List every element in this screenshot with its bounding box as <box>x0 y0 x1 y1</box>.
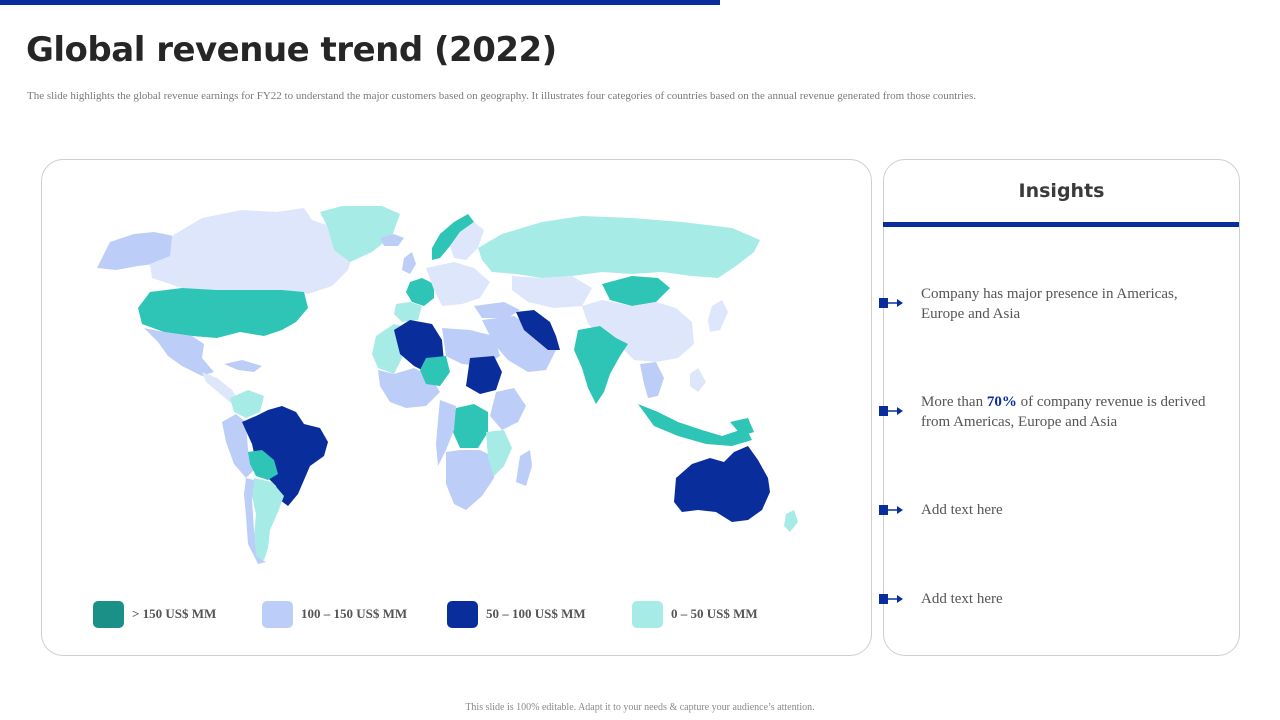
map-region-alaska <box>97 232 174 270</box>
legend-label: > 150 US$ MM <box>132 606 217 621</box>
insights-divider <box>883 222 1239 227</box>
page-title: Global revenue trend (2022) <box>26 30 557 70</box>
arrow-bullet-icon <box>879 505 903 515</box>
insight-text: More than 70% of company revenue is deri… <box>921 392 1211 432</box>
map-region-new-zealand <box>784 510 798 532</box>
world-map <box>97 206 798 564</box>
map-region-caribbean <box>224 360 262 372</box>
map-region-france <box>406 278 434 306</box>
insight-text: Add text here <box>921 591 1003 607</box>
map-region-usa <box>138 288 308 338</box>
map-region-nigeria <box>420 356 450 386</box>
map-region-iceland <box>380 234 404 246</box>
map-region-chile <box>244 478 266 564</box>
map-region-papua <box>730 418 754 436</box>
map-panel: > 150 US$ MM 100 – 150 US$ MM 50 – 100 U… <box>41 159 872 656</box>
legend-label: 50 – 100 US$ MM <box>486 606 586 621</box>
arrow-bullet-icon <box>879 594 903 604</box>
insight-text: Add text here <box>921 502 1003 518</box>
map-region-sudan <box>466 356 502 394</box>
map-region-greenland <box>320 206 400 262</box>
arrow-bullet-icon <box>879 298 903 308</box>
map-region-india <box>574 326 628 404</box>
map-region-mongolia <box>602 276 670 306</box>
map-region-argentina <box>252 478 284 560</box>
map-region-madagascar <box>516 450 532 486</box>
map-region-central-america <box>202 372 240 404</box>
map-region-kazakhstan <box>512 276 592 308</box>
map-region-arabia <box>482 316 556 372</box>
map-region-southeast-africa <box>486 430 512 476</box>
map-region-philippines <box>690 368 706 392</box>
map-region-spain <box>394 302 422 322</box>
map-region-indonesia <box>638 404 752 446</box>
legend-swatch <box>447 600 478 628</box>
legend-item-100-150: 100 – 150 US$ MM <box>262 600 407 628</box>
map-region-australia <box>674 446 770 522</box>
legend-label: 100 – 150 US$ MM <box>301 606 408 621</box>
arrow-bullet-icon <box>879 406 903 416</box>
map-region-east-africa <box>490 388 526 430</box>
legend-item-0-50: 0 – 50 US$ MM <box>632 600 758 628</box>
insight-highlight: 70% <box>986 394 1017 410</box>
map-region-russia <box>478 216 760 278</box>
footer-note: This slide is 100% editable. Adapt it to… <box>465 702 815 713</box>
legend-item-50-100: 50 – 100 US$ MM <box>447 600 586 628</box>
map-region-turkey <box>474 302 520 318</box>
legend-item-over-150: > 150 US$ MM <box>93 600 216 628</box>
top-accent-bar <box>0 0 720 5</box>
map-region-southern-africa <box>446 450 496 510</box>
map-region-brazil <box>242 406 328 506</box>
map-region-sweden <box>450 222 484 260</box>
map-region-norway <box>432 214 474 260</box>
insights-title: Insights <box>1018 180 1105 202</box>
map-region-southeast-asia <box>640 362 664 398</box>
map-region-drc <box>452 404 488 448</box>
insight-text-after: of company revenue is derived from Ameri… <box>921 394 1206 430</box>
map-region-japan <box>708 300 728 332</box>
map-region-iran <box>516 310 560 350</box>
map-region-uk <box>402 252 416 274</box>
map-region-colombia <box>230 390 264 418</box>
map-region-bolivia <box>248 450 278 480</box>
insight-text: Company has major presence in Americas, … <box>921 286 1178 322</box>
insight-text-before: More than <box>921 394 987 410</box>
legend-label: 0 – 50 US$ MM <box>671 606 758 621</box>
map-region-mexico <box>144 328 214 376</box>
legend-swatch <box>632 600 663 628</box>
map-region-china <box>582 300 694 362</box>
map-region-central-africa <box>436 400 456 466</box>
page-subtitle: The slide highlights the global revenue … <box>27 90 976 102</box>
map-region-central-europe <box>426 262 490 306</box>
map-region-canada <box>150 208 354 294</box>
map-region-libya-egypt <box>442 328 500 366</box>
legend-swatch <box>93 600 124 628</box>
legend-swatch <box>262 600 293 628</box>
